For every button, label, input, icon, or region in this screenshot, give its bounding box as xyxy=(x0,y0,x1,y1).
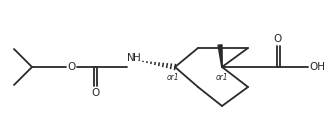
Text: OH: OH xyxy=(309,62,325,72)
Text: H: H xyxy=(133,53,141,63)
Text: O: O xyxy=(68,62,76,72)
Text: O: O xyxy=(274,34,282,44)
Polygon shape xyxy=(218,45,222,67)
Text: O: O xyxy=(91,88,99,98)
Text: or1: or1 xyxy=(216,72,228,81)
Text: N: N xyxy=(127,53,135,63)
Text: or1: or1 xyxy=(167,72,179,81)
